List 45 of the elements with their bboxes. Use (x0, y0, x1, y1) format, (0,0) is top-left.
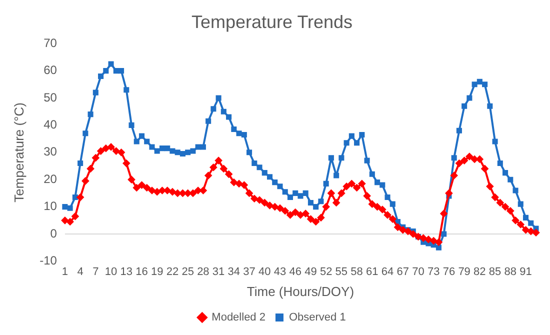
x-tick-label: 91 (520, 266, 532, 278)
x-tick-label: 70 (412, 266, 424, 278)
x-tick-label: 55 (335, 266, 348, 278)
y-tick-label: 40 (44, 118, 58, 132)
y-tick-label: 60 (44, 63, 58, 78)
x-tick-label: 82 (474, 266, 486, 278)
x-axis-title: Time (Hours/DOY) (246, 284, 354, 299)
x-tick-label: 67 (396, 266, 409, 278)
x-tick-label: 19 (150, 266, 164, 278)
x-tick-label: 40 (258, 266, 271, 278)
x-tick-label: 16 (136, 266, 148, 278)
x-tick-label: 61 (366, 266, 378, 278)
chart-title: Temperature Trends (191, 12, 353, 32)
x-tick-label: 1 (62, 266, 68, 278)
x-tick-label: 49 (304, 266, 317, 278)
x-tick-label: 43 (274, 266, 286, 278)
x-tick-label: 52 (320, 266, 332, 278)
legend-label: Observed 1 (288, 312, 346, 324)
y-tick-label: 50 (44, 90, 58, 104)
y-tick-label: 10 (44, 199, 58, 214)
x-tick-label: 88 (504, 266, 517, 278)
x-tick-label: 64 (381, 266, 394, 278)
y-axis-title: Temperature (°C) (11, 102, 26, 202)
x-tick-label: 10 (104, 266, 118, 278)
x-tick-label: 79 (458, 266, 470, 278)
x-tick-label: 37 (243, 266, 256, 278)
x-tick-label: 28 (197, 266, 210, 278)
y-tick-label: 30 (44, 144, 58, 159)
x-tick-label: 34 (228, 266, 240, 278)
x-tick-label: 46 (289, 266, 302, 278)
x-tick-label: 58 (350, 266, 363, 278)
x-tick-label: 85 (488, 266, 502, 278)
x-tick-label: 76 (442, 266, 456, 278)
x-tick-label: 25 (182, 266, 194, 278)
x-tick-label: 73 (427, 266, 440, 278)
x-tick-label: 22 (166, 266, 179, 278)
legend-label: Modelled 2 (212, 312, 266, 324)
y-tick-label: -10 (40, 254, 58, 268)
y-tick-label: 70 (44, 36, 58, 50)
y-tick-label: 20 (44, 172, 58, 186)
y-tick-label: 0 (50, 226, 58, 240)
x-tick-label: 13 (120, 266, 133, 278)
x-tick-label: 4 (77, 266, 84, 278)
x-tick-label: 7 (92, 266, 99, 278)
x-tick-label: 31 (212, 266, 225, 278)
